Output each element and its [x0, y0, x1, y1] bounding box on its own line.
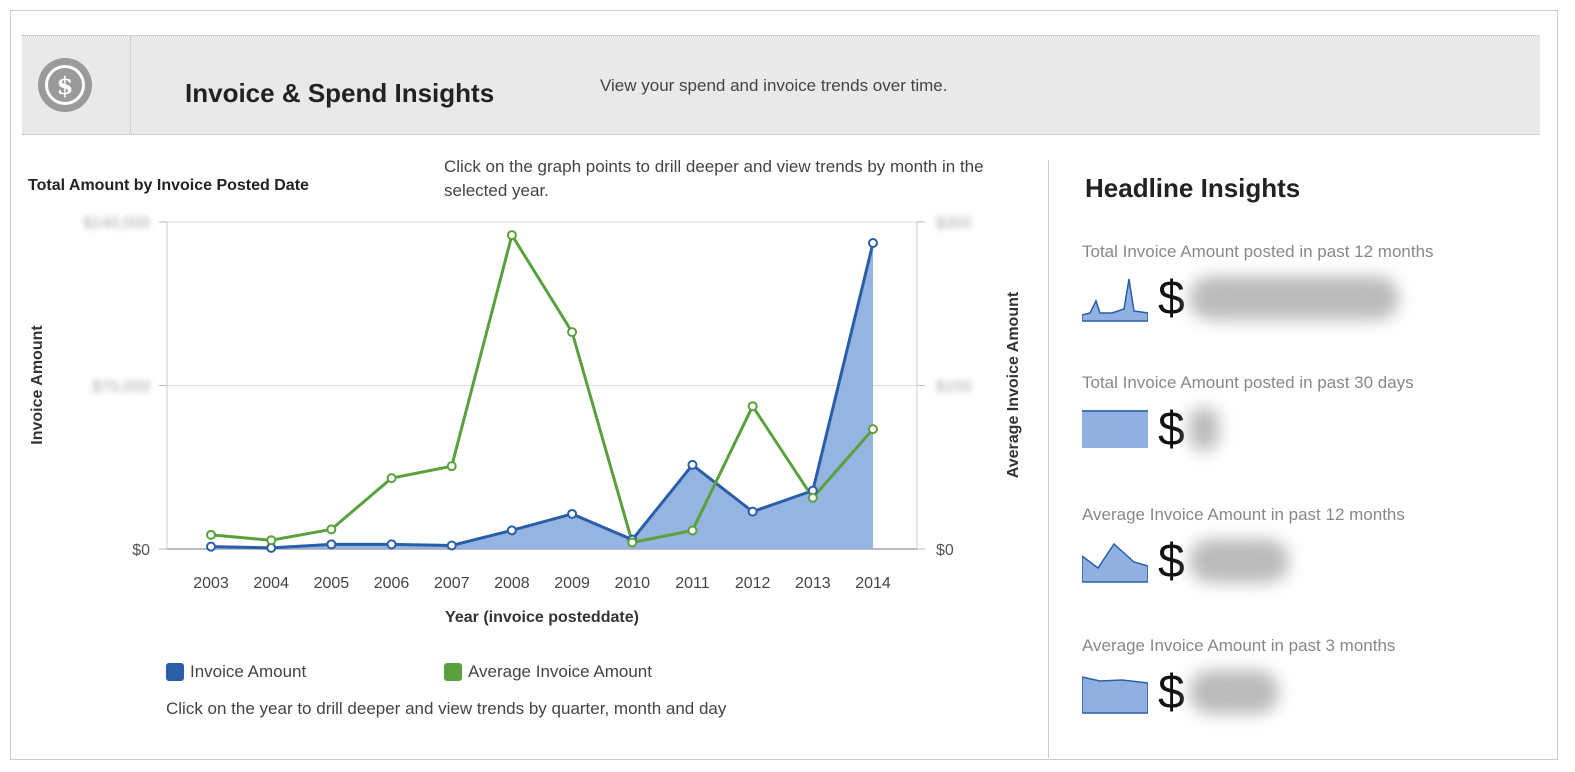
insight-currency: $: [1158, 665, 1185, 719]
average-invoice-amount-point[interactable]: [386, 473, 397, 484]
redacted-value: [1188, 276, 1399, 320]
invoice-chart: $0 $0 $70,000 $150 $140,000 $300 2003 2004 2005 2…: [29, 215, 1022, 626]
average-invoice-amount-point[interactable]: [807, 492, 818, 503]
x-tick-label[interactable]: 2004: [253, 575, 289, 592]
x-axis-title: Year (invoice posteddate): [445, 609, 639, 626]
x-tick-label[interactable]: 2007: [434, 575, 470, 592]
insight-item: Average Invoice Amount in past 3 months …: [1082, 636, 1395, 720]
insight-currency: $: [1158, 534, 1185, 588]
y2-tick-label: $300: [936, 215, 972, 232]
invoice-amount-point[interactable]: [567, 508, 578, 519]
page-subtitle: View your spend and invoice trends over …: [600, 76, 948, 95]
invoice-amount-point[interactable]: [506, 525, 517, 536]
legend-invoice-amount[interactable]: Invoice Amount: [166, 662, 306, 682]
invoice-amount-point[interactable]: [446, 540, 457, 551]
insight-label: Total Invoice Amount posted in past 30 d…: [1082, 373, 1414, 392]
invoice-amount-point[interactable]: [386, 539, 397, 550]
insight-currency: $: [1158, 271, 1185, 325]
average-invoice-amount-point[interactable]: [326, 524, 337, 535]
invoice-amount-point[interactable]: [326, 539, 337, 550]
y-tick-label: $0: [132, 542, 150, 559]
y2-tick-label: $150: [936, 379, 972, 396]
y2-tick-label: $0: [936, 542, 954, 559]
header-divider: [130, 36, 131, 134]
insight-label: Average Invoice Amount in past 3 months: [1082, 636, 1396, 655]
insights-title: Headline Insights: [1085, 173, 1301, 203]
legend-label: Average Invoice Amount: [468, 662, 652, 681]
insight-currency: $: [1158, 402, 1185, 456]
average-invoice-amount-point[interactable]: [206, 529, 216, 540]
x-tick-label[interactable]: 2014: [855, 575, 891, 592]
invoice-amount-line: [210, 242, 875, 550]
sparkline-hill: [1082, 542, 1148, 583]
x-tick-label[interactable]: 2012: [735, 575, 771, 592]
panel-divider: [1048, 160, 1049, 758]
chart-title: Total Amount by Invoice Posted Date: [28, 177, 309, 194]
redacted-value: [1188, 670, 1279, 714]
insight-label: Total Invoice Amount posted in past 12 m…: [1082, 242, 1434, 261]
average-invoice-amount-point[interactable]: [506, 230, 517, 241]
average-invoice-amount-point[interactable]: [266, 535, 277, 546]
y-tick-label: $140,000: [83, 215, 150, 232]
insight-item: Total Invoice Amount posted in past 12 m…: [1082, 242, 1434, 326]
x-tick-label[interactable]: 2011: [675, 575, 710, 592]
x-tick-label[interactable]: 2013: [795, 575, 831, 592]
frame: [10, 10, 1558, 760]
average-invoice-amount-point[interactable]: [627, 537, 638, 548]
legend-label: Invoice Amount: [190, 662, 307, 681]
chart-footer-hint: Click on the year to drill deeper and vi…: [166, 699, 727, 718]
invoice-amount-point[interactable]: [687, 459, 698, 470]
x-tick-label[interactable]: 2008: [494, 575, 530, 592]
x-tick-label[interactable]: 2009: [554, 575, 590, 592]
header-bar: $ Invoice & Spend Insights View your spe…: [22, 35, 1540, 135]
redacted-value: [1188, 407, 1219, 451]
sparkline-declining: [1082, 676, 1148, 714]
average-invoice-amount-point[interactable]: [747, 401, 758, 412]
average-invoice-amount-point[interactable]: [687, 525, 698, 536]
x-tick-label[interactable]: 2010: [614, 575, 650, 592]
invoice-amount-point[interactable]: [868, 238, 878, 249]
y-tick-label: $70,000: [92, 379, 150, 396]
average-invoice-amount-point[interactable]: [446, 461, 457, 472]
x-tick-label[interactable]: 2006: [374, 575, 410, 592]
average-invoice-amount-point[interactable]: [567, 327, 578, 338]
average-invoice-amount-point[interactable]: [868, 424, 878, 435]
average-invoice-amount-line: [210, 231, 875, 545]
sparkline-peaks: [1082, 278, 1148, 322]
y2-axis-title: Average Invoice Amount: [1005, 291, 1022, 478]
chart-hint: Click on the graph points to drill deepe…: [444, 157, 984, 200]
x-tick-label[interactable]: 2003: [193, 575, 229, 592]
dollar-circle-icon: $: [38, 58, 92, 112]
insight-label: Average Invoice Amount in past 12 months: [1082, 505, 1405, 524]
sparkline-flat: [1082, 410, 1148, 448]
y-axis-title: Invoice Amount: [29, 325, 46, 445]
invoice-amount-area: [211, 243, 873, 549]
legend-average-invoice-amount[interactable]: Average Invoice Amount: [444, 662, 652, 682]
invoice-amount-point[interactable]: [747, 506, 758, 517]
insight-item: Average Invoice Amount in past 12 months…: [1082, 505, 1405, 589]
insight-item: Total Invoice Amount posted in past 30 d…: [1082, 373, 1414, 457]
page-title: Invoice & Spend Insights: [185, 78, 495, 108]
redacted-value: [1188, 539, 1289, 583]
x-tick-label[interactable]: 2005: [314, 575, 350, 592]
invoice-amount-point[interactable]: [206, 541, 216, 552]
